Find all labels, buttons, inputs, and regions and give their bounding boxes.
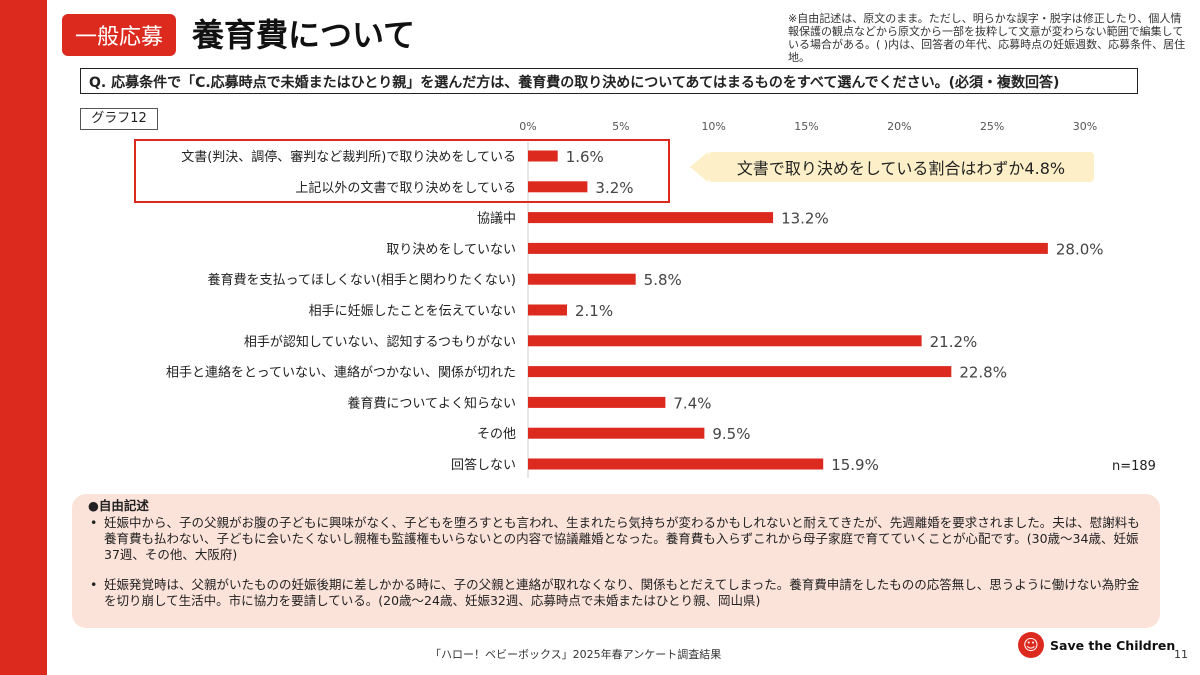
- footer-source: 「ハロー！ベビーボックス」2025年春アンケート調査結果: [430, 648, 722, 661]
- x-tick-label: 25%: [980, 120, 1004, 133]
- save-the-children-logo: ☺ Save the Children: [1018, 632, 1175, 658]
- free-comment: • 妊娠発覚時は、父親がいたものの妊娠後期に差しかかる時に、子の父親と連絡が取れ…: [88, 577, 1144, 609]
- category-label: 相手に妊娠したことを伝えていない: [309, 304, 516, 319]
- callout-pointer: [690, 152, 708, 182]
- bullet-icon: •: [90, 577, 98, 592]
- bar: [528, 242, 1048, 254]
- free-comment: • 妊娠中から、子の父親がお腹の子どもに興味がなく、子どもを堕ろすとも言われ、生…: [88, 515, 1144, 563]
- value-label: 13.2%: [781, 210, 829, 228]
- page-number: 11: [1174, 648, 1188, 661]
- category-label: 養育費を支払ってほしくない(相手と関わりたくない): [208, 272, 517, 288]
- value-label: 5.8%: [644, 271, 682, 289]
- free-comments-heading: ●自由記述: [88, 498, 149, 513]
- free-comments-panel: ●自由記述 • 妊娠中から、子の父親がお腹の子どもに興味がなく、子どもを堕ろすと…: [72, 494, 1160, 628]
- category-label: 養育費についてよく知らない: [347, 395, 516, 411]
- bullet-icon: •: [90, 515, 98, 530]
- value-label: 1.6%: [566, 148, 604, 166]
- category-label: 文書(判決、調停、審判など裁判所)で取り決めをしている: [181, 149, 516, 165]
- bar: [528, 458, 824, 470]
- logo-text: Save the Children: [1050, 637, 1176, 653]
- category-label: 取り決めをしていない: [386, 242, 516, 257]
- bar-chart: 0% 5% 10% 15% 20% 25% 30% 文書(判決、調停、審判など裁判所)で取り決…: [166, 120, 1104, 478]
- category-label: 相手が認知していない、認知するつもりがない: [244, 334, 516, 350]
- category-label: 協議中: [477, 212, 516, 227]
- bar: [528, 181, 588, 193]
- x-tick-label: 5%: [612, 120, 629, 133]
- bar: [528, 273, 636, 285]
- value-label: 2.1%: [575, 302, 613, 320]
- x-tick-label: 20%: [887, 120, 911, 133]
- value-label: 22.8%: [959, 364, 1007, 382]
- category-label: 上記以外の文書で取り決めをしている: [295, 180, 516, 196]
- survey-question: Q. 応募条件で「C.応募時点で未婚またはひとり親」を選んだ方は、養育費の取り決…: [80, 68, 1138, 94]
- bar: [528, 150, 558, 162]
- value-label: 28.0%: [1056, 240, 1104, 258]
- editorial-note: ※自由記述は、原文のまま。ただし、明らかな誤字・脱字は修正したり、個人情報保護の…: [788, 12, 1186, 64]
- save-the-children-logo-icon: ☺: [1018, 632, 1044, 658]
- free-comment-text: 妊娠中から、子の父親がお腹の子どもに興味がなく、子どもを堕ろすとも言われ、生まれ…: [104, 515, 1140, 562]
- left-accent-bar: [0, 0, 47, 675]
- category-label: その他: [477, 427, 516, 442]
- x-tick-label: 15%: [794, 120, 818, 133]
- page-title: 養育費について: [192, 16, 416, 54]
- document-agreement-highlight-box: [134, 139, 670, 203]
- category-label: 回答しない: [451, 457, 516, 473]
- graph-number-label: グラフ12: [80, 108, 158, 130]
- value-label: 21.2%: [930, 333, 978, 351]
- sample-size-label: n=189: [1112, 459, 1156, 474]
- value-label: 3.2%: [595, 179, 633, 197]
- bar: [528, 427, 705, 439]
- bar: [528, 304, 567, 316]
- value-label: 7.4%: [673, 394, 711, 412]
- bar: [528, 212, 774, 224]
- bar: [528, 366, 952, 378]
- category-label: 相手と連絡をとっていない、連絡がつかない、関係が切れた: [166, 365, 516, 381]
- bar: [528, 396, 666, 408]
- free-comment-text: 妊娠発覚時は、父親がいたものの妊娠後期に差しかかる時に、子の父親と連絡が取れなく…: [104, 577, 1140, 608]
- callout-annotation: 文書で取り決めをしている割合はわずか4.8%: [708, 152, 1094, 182]
- value-label: 9.5%: [712, 425, 750, 443]
- value-label: 15.9%: [831, 456, 879, 474]
- x-tick-label: 0%: [519, 120, 536, 133]
- x-tick-label: 30%: [1073, 120, 1097, 133]
- bar: [528, 335, 922, 347]
- category-tag: 一般応募: [62, 14, 176, 56]
- x-tick-label: 10%: [701, 120, 725, 133]
